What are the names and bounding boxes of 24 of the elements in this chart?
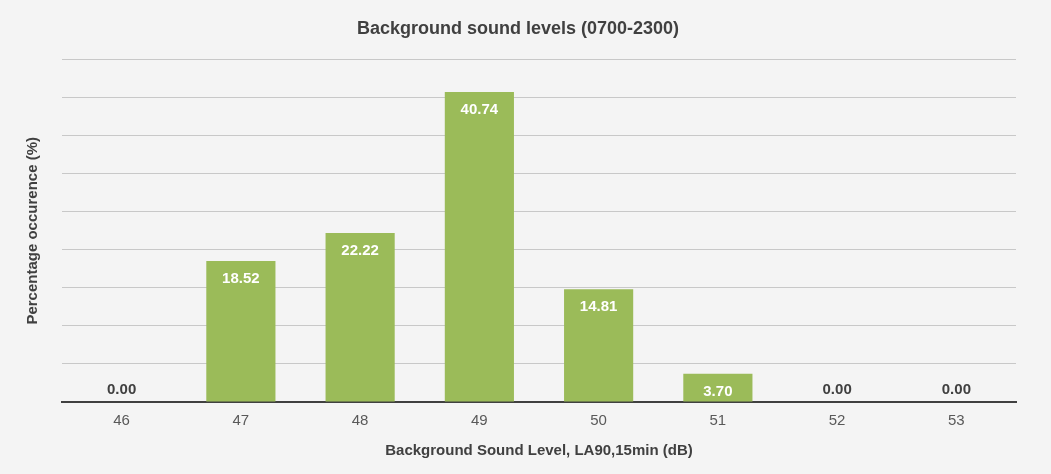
data-label: 18.52 <box>222 269 260 287</box>
x-axis-title: Background Sound Level, LA90,15min (dB) <box>385 441 693 459</box>
x-tick-label: 51 <box>709 411 727 429</box>
x-tick-label: 49 <box>471 411 488 429</box>
y-axis-title: Percentage occurence (%) <box>23 137 41 325</box>
x-tick-label: 53 <box>948 411 965 429</box>
data-label: 40.74 <box>460 100 499 118</box>
bar <box>325 232 395 402</box>
bar <box>683 373 753 402</box>
x-tick-label: 52 <box>828 411 846 429</box>
data-label: 22.22 <box>341 241 379 259</box>
x-tick-label: 47 <box>232 411 250 429</box>
x-tick-label: 46 <box>113 411 130 429</box>
data-label: 0.00 <box>107 380 137 398</box>
bar <box>564 289 634 402</box>
data-label: 0.00 <box>822 380 852 398</box>
data-label: 0.00 <box>941 380 971 398</box>
bar <box>444 92 514 402</box>
chart-title: Background sound levels (0700-2300) <box>356 17 680 38</box>
data-label: 3.70 <box>703 381 733 399</box>
x-tick-label: 48 <box>351 411 369 429</box>
x-tick-label: 50 <box>590 411 607 429</box>
data-label: 14.81 <box>579 297 618 315</box>
bar <box>206 261 276 402</box>
